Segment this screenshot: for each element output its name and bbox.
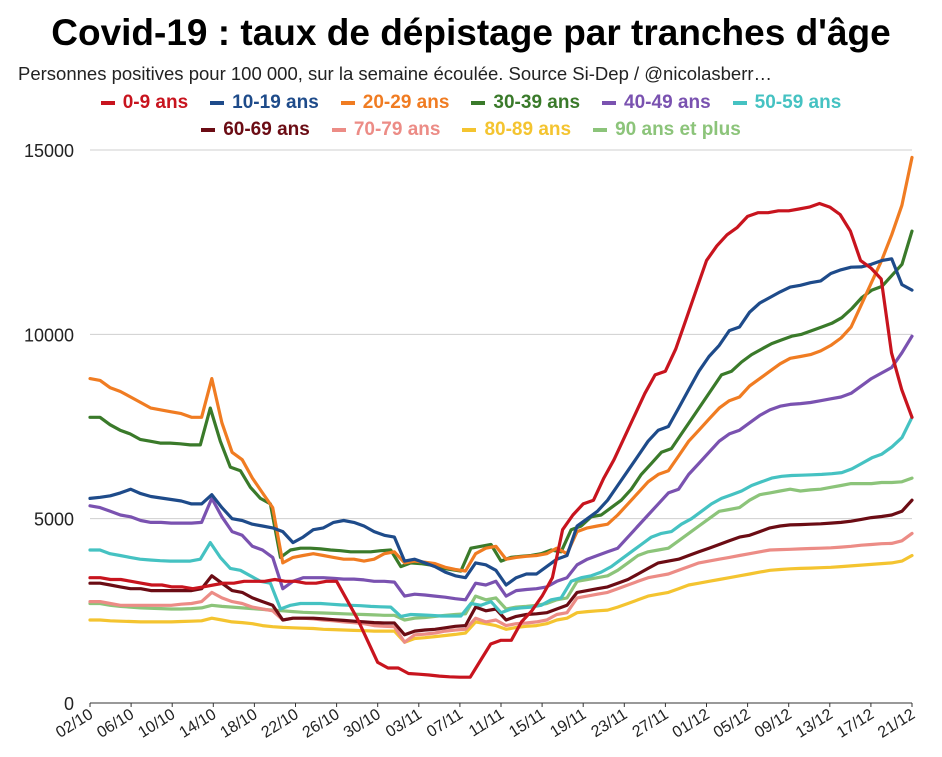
series-line-8 xyxy=(88,531,914,644)
legend-swatch xyxy=(100,100,115,105)
x-tick-label: 30/10 xyxy=(341,706,384,742)
legend-item: 60-69 ans xyxy=(201,119,310,141)
y-tick-label: 0 xyxy=(64,694,74,714)
x-tick-label: 22/10 xyxy=(259,706,302,742)
legend-item: 40-49 ans xyxy=(602,92,711,114)
legend-item: 80-89 ans xyxy=(462,119,571,141)
legend-label: 50-59 ans xyxy=(754,91,842,113)
legend-swatch xyxy=(210,100,225,105)
x-tick-label: 14/10 xyxy=(176,706,219,742)
series-line-3 xyxy=(88,155,914,573)
legend-swatch xyxy=(732,100,747,105)
legend-item: 10-19 ans xyxy=(210,92,319,114)
series-line-10 xyxy=(88,476,914,622)
legend-label: 20-29 ans xyxy=(362,91,450,113)
legend-label: 70-79 ans xyxy=(353,118,441,140)
x-tick-label: 07/11 xyxy=(424,706,466,741)
y-tick-label: 10000 xyxy=(24,325,74,345)
x-tick-label: 10/10 xyxy=(135,706,178,742)
series-line-7 xyxy=(88,498,914,637)
legend-item: 50-59 ans xyxy=(732,91,842,114)
legend-label: 40-49 ans xyxy=(624,91,711,113)
legend-swatch xyxy=(201,127,216,132)
legend-swatch xyxy=(331,127,346,132)
x-tick-label: 19/11 xyxy=(547,706,589,741)
series-line-5 xyxy=(88,334,914,602)
x-tick-label: 26/10 xyxy=(300,706,343,742)
legend-swatch xyxy=(462,127,477,132)
legend-label: 10-19 ans xyxy=(232,91,319,113)
legend: 0-9 ans 10-19 ans 20-29 ans 30-39 ans 40-49 … xyxy=(0,89,942,143)
y-tick-label: 5000 xyxy=(34,510,74,530)
x-tick-label: 01/12 xyxy=(670,706,713,742)
x-tick-label: 18/10 xyxy=(218,706,261,742)
legend-item: 30-39 ans xyxy=(471,92,580,114)
series-line-2 xyxy=(88,257,914,587)
legend-swatch xyxy=(593,127,608,132)
legend-label: 30-39 ans xyxy=(493,91,581,113)
series-line-6 xyxy=(88,415,914,619)
legend-row: 60-69 ans 70-79 ans 80-89 ans 90 ans et plu… xyxy=(0,116,942,143)
legend-label: 0-9 ans xyxy=(122,91,189,113)
legend-swatch xyxy=(602,100,617,105)
legend-item: 70-79 ans xyxy=(331,118,441,141)
x-tick-label: 21/12 xyxy=(875,706,918,742)
legend-label: 80-89 ans xyxy=(484,118,572,140)
x-tick-label: 15/11 xyxy=(506,706,548,741)
x-tick-label: 27/11 xyxy=(630,706,672,741)
legend-label: 90 ans et plus xyxy=(615,118,741,140)
x-tick-label: 13/12 xyxy=(793,706,836,742)
series-line-4 xyxy=(88,229,914,573)
x-tick-label: 06/10 xyxy=(94,706,137,742)
x-tick-label: 02/10 xyxy=(53,706,96,742)
series-line-9 xyxy=(88,553,914,644)
y-tick-label: 15000 xyxy=(24,141,74,161)
x-tick-label: 03/11 xyxy=(383,706,425,741)
legend-item: 90 ans et plus xyxy=(593,119,741,141)
legend-label: 60-69 ans xyxy=(223,118,310,140)
legend-swatch xyxy=(471,100,486,105)
x-tick-label: 17/12 xyxy=(834,706,877,742)
legend-swatch xyxy=(340,100,355,105)
x-tick-label: 05/12 xyxy=(711,706,754,742)
legend-row: 0-9 ans 10-19 ans 20-29 ans 30-39 ans 40-49 … xyxy=(0,89,942,116)
legend-item: 0-9 ans xyxy=(100,91,189,114)
x-tick-label: 09/12 xyxy=(752,706,795,742)
legend-item: 20-29 ans xyxy=(340,91,450,114)
series-line-1 xyxy=(88,201,914,679)
chart-title: Covid-19 : taux de dépistage par tranche… xyxy=(51,12,891,53)
x-tick-label: 11/11 xyxy=(466,706,507,740)
x-tick-label: 23/11 xyxy=(588,706,630,741)
